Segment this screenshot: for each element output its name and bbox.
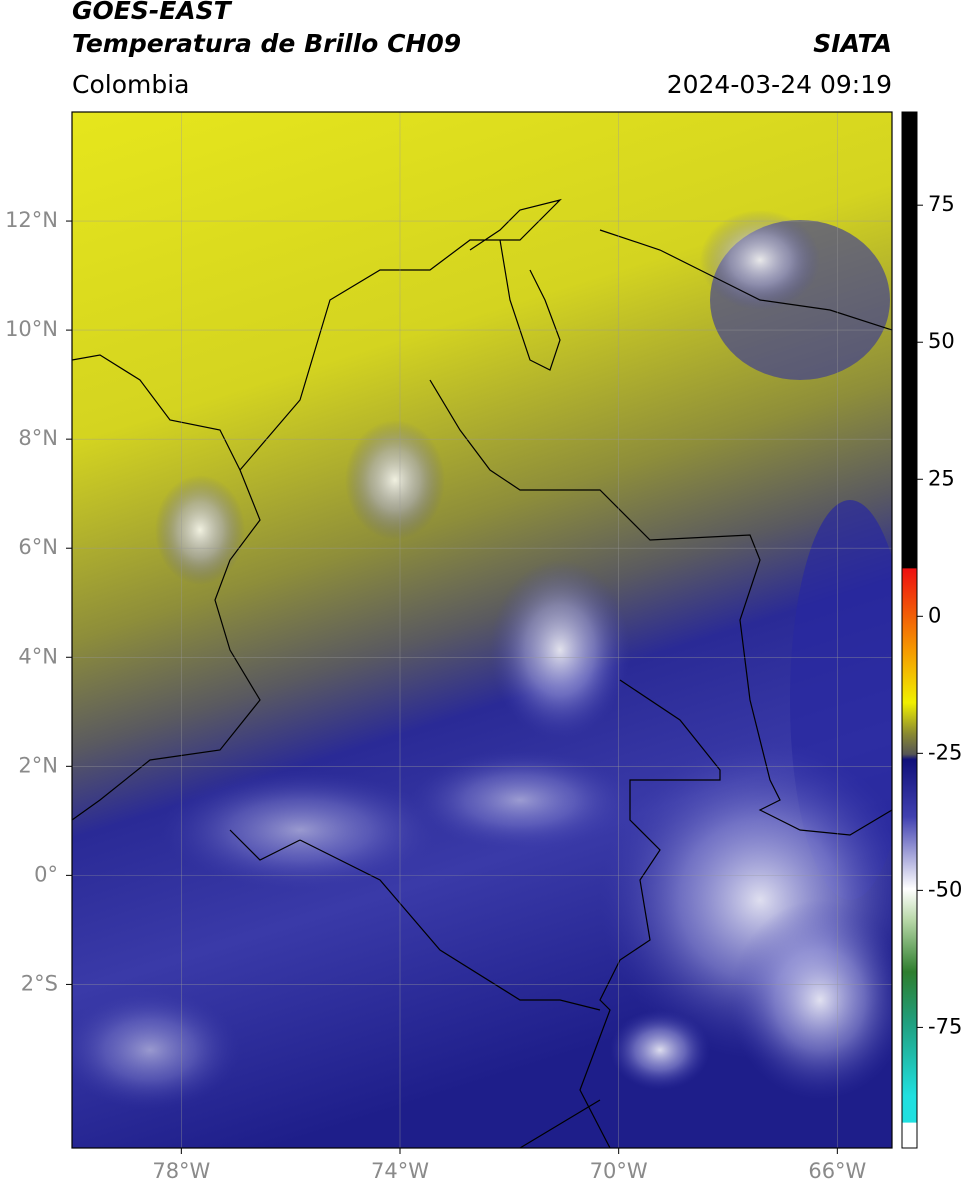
- y-tick-label: 12°N: [5, 208, 58, 232]
- x-tick-label: 70°W: [590, 1159, 648, 1183]
- colorbar-label: 50: [928, 329, 955, 353]
- y-tick-label: 2°N: [18, 753, 58, 777]
- colorbar-label: -75: [928, 1014, 962, 1038]
- y-tick-label: 2°S: [21, 971, 58, 995]
- y-tick-label: 8°N: [18, 426, 58, 450]
- colorbar-label: -50: [928, 877, 962, 901]
- y-tick-label: 6°N: [18, 535, 58, 559]
- x-tick-label: 78°W: [152, 1159, 210, 1183]
- title: GOES-EAST: [72, 0, 233, 25]
- satellite-image: [72, 112, 892, 1148]
- source: SIATA: [813, 29, 892, 58]
- colorbar-label: 25: [928, 466, 955, 490]
- x-tick-label: 66°W: [808, 1159, 866, 1183]
- y-tick-label: 0°: [34, 862, 58, 886]
- map-frame: [71, 111, 893, 1149]
- datetime: 2024-03-24 09:19: [667, 70, 892, 99]
- y-tick-label: 10°N: [5, 317, 58, 341]
- colorbar-label: -25: [928, 740, 962, 764]
- subtitle: Temperatura de Brillo CH09: [72, 29, 461, 58]
- colorbar-label: 75: [928, 192, 955, 216]
- y-tick-label: 4°N: [18, 644, 58, 668]
- colorbar: [901, 111, 918, 1149]
- region: Colombia: [72, 70, 189, 99]
- colorbar-label: 0: [928, 603, 941, 627]
- x-tick-label: 74°W: [371, 1159, 429, 1183]
- graticule: [72, 112, 892, 1148]
